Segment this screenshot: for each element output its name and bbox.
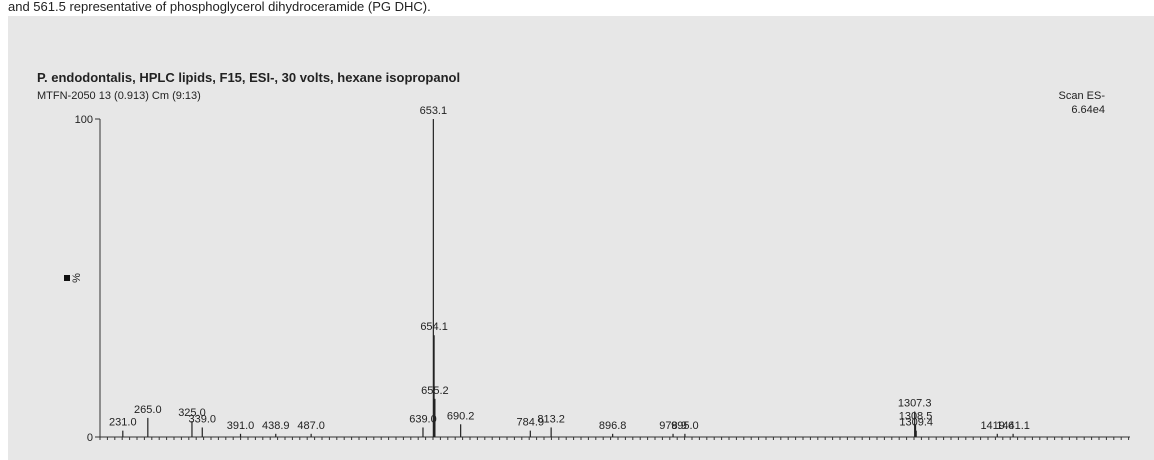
peak-label: 487.0 <box>297 420 325 432</box>
peak-label: 654.1 <box>420 321 448 333</box>
peak-label: 391.0 <box>227 420 255 432</box>
peak-label: 813.2 <box>537 413 565 425</box>
scan-background <box>8 16 1154 460</box>
peak-label: 655.2 <box>421 385 449 397</box>
peak-label: 653.1 <box>420 105 448 117</box>
y-tick-label: 100 <box>75 114 93 126</box>
peak-label: 896.8 <box>599 420 627 432</box>
peak-label: 1419.6 <box>980 420 1014 432</box>
scan-label: Scan ES- <box>1059 90 1106 102</box>
peak-label: 995.0 <box>671 420 699 432</box>
y-axis-label: % <box>71 273 83 283</box>
peak-label: 265.0 <box>134 404 162 416</box>
chart-subtitle: MTFN-2050 13 (0.913) Cm (9:13) <box>37 90 201 102</box>
y-tick-label: 0 <box>87 432 93 444</box>
peak-label: 1441.1 <box>996 420 1030 432</box>
peak-label: 1307.3 <box>898 398 932 410</box>
intensity-label: 6.64e4 <box>1071 104 1105 116</box>
peak-label: 639.0 <box>409 413 437 425</box>
peak-label: 339.0 <box>188 413 216 425</box>
peak-label: 784.9 <box>517 417 545 429</box>
chart-title: P. endodontalis, HPLC lipids, F15, ESI-,… <box>37 70 460 85</box>
peak-label: 438.9 <box>262 420 290 432</box>
peak-label: 978.9 <box>659 420 687 432</box>
peak-label: 690.2 <box>447 410 475 422</box>
peak-label: 1309.4 <box>899 417 933 429</box>
caption: and 561.5 representative of phosphoglyce… <box>8 0 431 14</box>
peak-label: 325.0 <box>178 407 206 419</box>
peak-label: 231.0 <box>109 417 137 429</box>
peak-label: 1308.5 <box>899 410 933 422</box>
marker-square <box>64 275 70 281</box>
